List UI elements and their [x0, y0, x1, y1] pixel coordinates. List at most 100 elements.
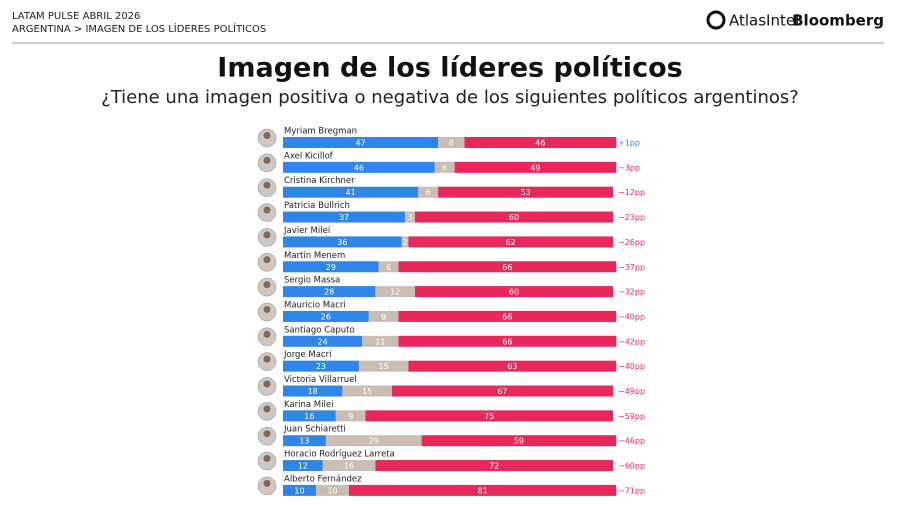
bar-segment — [316, 484, 349, 496]
avatar-head — [263, 330, 271, 338]
value-label: 41 — [346, 188, 356, 197]
value-label: 24 — [318, 337, 328, 346]
category-label: Juan Schiaretti — [283, 425, 346, 435]
bar-segment — [415, 211, 613, 223]
value-label: 72 — [489, 462, 499, 471]
bar-segment — [283, 460, 323, 472]
value-label: 26 — [321, 312, 331, 321]
value-label: 9 — [381, 312, 386, 321]
category-label: Jorge Macri — [283, 350, 331, 360]
avatar-head — [263, 455, 271, 463]
avatar-head — [263, 479, 271, 487]
bar-segment — [401, 236, 409, 248]
value-label: 12 — [390, 288, 400, 297]
value-label: 63 — [507, 362, 517, 371]
value-label: 2 — [403, 238, 408, 247]
bar-segment — [283, 137, 439, 148]
bar-segment — [464, 137, 617, 148]
value-label: 66 — [502, 263, 512, 272]
net-label: −12pp — [618, 188, 645, 197]
avatar-head — [263, 256, 271, 264]
avatar-head — [263, 231, 271, 239]
avatar-head — [263, 281, 271, 289]
net-label: +1pp — [618, 139, 640, 148]
category-label: Myriam Bregman — [284, 127, 357, 137]
value-label: 18 — [308, 387, 318, 396]
breadcrumb: ARGENTINA > IMAGEN DE LOS LÍDERES POLÍTI… — [12, 22, 266, 35]
value-label: 75 — [484, 412, 494, 421]
avatar-head — [263, 132, 271, 139]
kicker: LATAM PULSE ABRIL 2026 — [12, 11, 140, 22]
bar-segment — [283, 435, 326, 447]
bar-segment — [325, 435, 422, 447]
bar-segment — [398, 310, 617, 322]
bar-segment — [408, 236, 613, 248]
value-label: 66 — [502, 312, 512, 321]
avatar-head — [263, 305, 271, 313]
category-label: Sergio Massa — [284, 276, 340, 286]
value-label: 16 — [344, 462, 354, 471]
value-label: 16 — [304, 412, 314, 421]
avatar-head — [263, 380, 271, 388]
bar-segment — [454, 161, 617, 173]
bar-segment — [283, 261, 379, 273]
value-label: 59 — [514, 437, 524, 446]
value-label: 11 — [375, 337, 385, 346]
bar-segment — [365, 410, 613, 422]
chart-subtitle: ¿Tiene una imagen positiva o negativa de… — [101, 87, 799, 108]
category-label: Martín Menem — [284, 251, 345, 261]
bar-segment — [349, 484, 617, 496]
net-label: −42pp — [618, 337, 645, 346]
logo-icon — [706, 10, 726, 30]
net-label: −23pp — [618, 213, 645, 222]
value-label: 13 — [299, 437, 309, 446]
value-label: 49 — [530, 163, 540, 172]
category-label: Javier Milei — [283, 226, 330, 236]
bar-segment — [398, 261, 617, 273]
net-label: −3pp — [618, 163, 640, 172]
value-label: 53 — [520, 188, 530, 197]
category-label: Victoria Villarruel — [284, 375, 357, 385]
net-label: −32pp — [618, 288, 645, 297]
value-label: 28 — [324, 288, 334, 297]
value-label: 15 — [362, 387, 372, 396]
bar-segment — [283, 186, 419, 198]
value-label: 60 — [509, 288, 519, 297]
avatar-head — [263, 206, 271, 214]
bar-segment — [322, 460, 376, 472]
category-label: Horacio Rodríguez Larreta — [284, 450, 395, 460]
category-label: Alberto Fernández — [284, 474, 362, 484]
bar-segment — [375, 460, 613, 472]
net-label: −60pp — [618, 462, 645, 471]
bar-segment — [421, 435, 617, 447]
value-label: 81 — [478, 486, 488, 495]
net-label: −71pp — [618, 486, 645, 495]
bar-segment — [434, 161, 455, 173]
logo-bloomberg: Bloomberg — [792, 12, 884, 30]
value-label: 66 — [502, 337, 512, 346]
value-label: 12 — [298, 462, 308, 471]
bar-segment — [438, 186, 613, 198]
net-label: −37pp — [618, 263, 645, 272]
bar-segment — [415, 286, 613, 298]
bar-segment — [405, 211, 415, 223]
bar-segment — [362, 335, 399, 347]
category-label: Karina Milei — [284, 400, 333, 410]
value-label: 9 — [348, 412, 353, 421]
net-label: −40pp — [618, 362, 645, 371]
bar-segment — [375, 286, 415, 298]
category-label: Cristina Kirchner — [284, 176, 355, 186]
value-label: 23 — [316, 362, 326, 371]
bar-segment — [358, 360, 409, 372]
bar-segment — [378, 261, 399, 273]
bar-segment — [283, 360, 359, 372]
avatar-head — [263, 405, 271, 413]
net-label: −59pp — [618, 412, 645, 421]
avatar-head — [263, 430, 271, 438]
bar-segment — [283, 211, 406, 223]
value-label: 15 — [379, 362, 389, 371]
value-label: 60 — [509, 213, 519, 222]
value-label: 8 — [449, 139, 454, 148]
net-label: −49pp — [618, 387, 645, 396]
